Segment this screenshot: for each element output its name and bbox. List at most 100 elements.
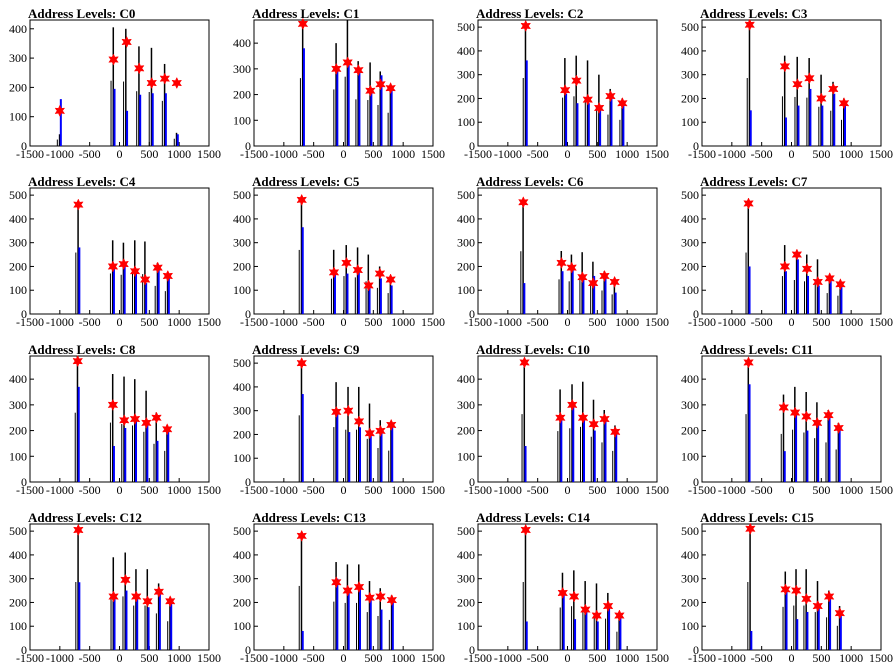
histogram-bar-black-side xyxy=(818,106,820,146)
y-tick-label: 300 xyxy=(9,398,27,412)
histogram-bar-black-side xyxy=(596,106,598,146)
histogram-bar-black-side xyxy=(793,280,795,314)
histogram-bar-black xyxy=(125,28,127,147)
histogram-bar-black xyxy=(356,247,359,314)
peak-star-marker xyxy=(559,83,571,97)
histogram-bar-blue xyxy=(139,94,142,146)
histogram-bar-black-side xyxy=(366,438,368,482)
peak-star-marker xyxy=(73,523,84,536)
x-tick-label: 0 xyxy=(117,651,123,665)
x-tick-label: 1000 xyxy=(839,147,863,161)
histogram-bar-black-side xyxy=(825,442,827,482)
histogram-bar-blue xyxy=(380,609,383,650)
plot-frame xyxy=(701,19,882,147)
peak-star-marker xyxy=(296,193,308,207)
x-tick-label: -1000 xyxy=(494,651,522,665)
peak-star-marker xyxy=(599,412,610,426)
panel-title: Address Levels: C12 xyxy=(28,510,142,525)
peak-star-marker xyxy=(602,599,614,613)
histogram-bar-black xyxy=(559,389,561,482)
y-tick-label: 0 xyxy=(21,475,27,489)
x-tick-label: 1000 xyxy=(839,315,863,329)
y-tick-label: 400 xyxy=(457,548,475,562)
y-tick-label: 300 xyxy=(9,572,27,586)
x-tick-label: 500 xyxy=(140,651,158,665)
histogram-bar-black xyxy=(614,425,616,482)
histogram-bar-blue xyxy=(336,410,339,482)
histogram-bar-black-side xyxy=(837,295,839,314)
histogram-bar-black-side xyxy=(826,617,828,650)
x-tick-label: 1000 xyxy=(167,483,191,497)
histogram-bar-blue xyxy=(380,432,383,482)
x-tick-label: 0 xyxy=(565,651,571,665)
histogram-bar-blue xyxy=(167,274,170,314)
x-tick-label: -500 xyxy=(527,147,549,161)
histogram-bar-blue xyxy=(807,275,810,314)
histogram-bar-black xyxy=(301,22,304,147)
y-tick-label: 300 xyxy=(457,398,475,412)
y-tick-label: 500 xyxy=(9,524,27,538)
x-tick-label: 1000 xyxy=(167,315,191,329)
peak-star-marker xyxy=(609,425,621,439)
x-tick-label: 1500 xyxy=(869,315,893,329)
panel-title: Address Levels: C4 xyxy=(28,174,136,189)
histogram-bar-blue xyxy=(368,287,371,314)
chart-panel-11: Address Levels: C11 -1500 -1000 -500 0 500 100… xyxy=(681,342,893,497)
y-tick-label: 300 xyxy=(681,236,699,250)
y-tick-label: 500 xyxy=(233,188,251,202)
x-tick-label: -1500 xyxy=(464,315,492,329)
x-tick-label: 1000 xyxy=(167,147,191,161)
y-tick-label: 100 xyxy=(9,283,27,297)
y-tick-label: 400 xyxy=(233,380,251,394)
histogram-bar-black-side xyxy=(148,92,150,146)
histogram-bar-black-side xyxy=(75,582,77,650)
peak-star-marker xyxy=(130,590,142,603)
histogram-bar-blue xyxy=(357,272,360,314)
histogram-bar-blue xyxy=(829,595,832,650)
histogram-bar-blue xyxy=(615,431,618,482)
histogram-bar-black xyxy=(390,424,392,482)
histogram-bar-black-side xyxy=(584,98,586,146)
histogram-bar-black xyxy=(794,386,796,482)
x-tick-label: 1500 xyxy=(869,651,893,665)
histogram-bar-black-side xyxy=(153,443,155,482)
panel-title: Address Levels: C13 xyxy=(252,510,366,525)
histogram-bar-black-side xyxy=(121,424,123,482)
x-tick-label: -1500 xyxy=(16,483,44,497)
histogram-bar-blue xyxy=(821,105,824,146)
peak-star-marker xyxy=(791,248,803,261)
histogram-bar-black-side xyxy=(161,100,163,146)
peak-star-marker xyxy=(364,591,376,604)
y-tick-label: 400 xyxy=(457,372,475,386)
y-tick-label: 300 xyxy=(681,68,699,82)
peak-star-marker xyxy=(331,62,342,76)
histogram-bar-blue xyxy=(390,285,393,314)
histogram-bar-blue xyxy=(809,88,812,146)
histogram-bar-black-side xyxy=(792,429,794,482)
histogram-bar-blue xyxy=(126,110,129,146)
histogram-bar-black xyxy=(607,592,609,650)
y-tick-label: 100 xyxy=(233,451,251,465)
histogram-bar-black-side xyxy=(144,605,146,650)
histogram-bar-black-side xyxy=(109,273,111,314)
histogram-bar-black xyxy=(828,275,831,314)
panel-title: Address Levels: C1 xyxy=(252,6,359,21)
histogram-bar-blue xyxy=(571,268,574,314)
x-tick-label: 0 xyxy=(789,315,795,329)
histogram-bar-blue xyxy=(748,266,751,314)
histogram-bar-black-side xyxy=(122,596,124,650)
histogram-bar-black-side xyxy=(521,414,523,482)
histogram-bar-blue xyxy=(369,432,372,482)
histogram-bar-black-side xyxy=(814,283,816,314)
plot-frame xyxy=(477,355,658,483)
histogram-bar-black-side xyxy=(841,119,843,146)
x-tick-label: -500 xyxy=(751,315,773,329)
histogram-bar-black xyxy=(145,390,147,482)
peak-star-marker xyxy=(520,19,532,32)
y-tick-label: 400 xyxy=(681,548,699,562)
histogram-bar-black-side xyxy=(746,78,748,146)
x-tick-label: -500 xyxy=(751,147,773,161)
peak-star-marker xyxy=(593,101,605,115)
histogram-bar-blue xyxy=(301,630,304,650)
histogram-bar-blue xyxy=(795,413,798,482)
